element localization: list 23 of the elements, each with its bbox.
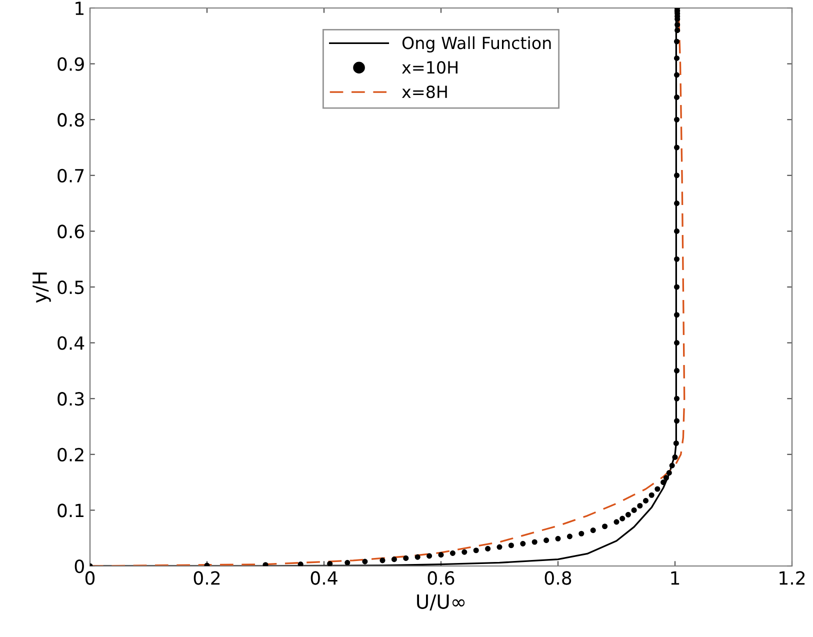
x-axis-title: U/U∞: [417, 594, 465, 610]
legend-label: x=10H: [402, 61, 458, 74]
x-tick-label: 0.4: [310, 571, 338, 585]
y-tick-label: 0.2: [58, 448, 84, 462]
y-tick-label: 0: [74, 559, 84, 574]
y-tick-label: 0.3: [58, 392, 84, 406]
x-tick-label: 1.2: [780, 571, 805, 585]
y-tick-label: 0.1: [58, 504, 84, 518]
y-axis-title: y/H: [32, 272, 51, 303]
y-tick-label: 0.4: [58, 336, 84, 350]
y-tick-label: 0.5: [58, 280, 84, 294]
y-tick-label: 1: [76, 2, 84, 15]
x-tick-label: 0.8: [544, 571, 572, 585]
x-tick-label: 0.2: [194, 571, 220, 585]
y-tick-label: 0.8: [58, 113, 84, 127]
y-tick-label: 0.7: [58, 168, 84, 183]
x-tick-label: 0.6: [428, 571, 454, 585]
y-tick-label: 0.6: [58, 224, 84, 238]
legend-label: x=8H: [402, 86, 447, 98]
x-tick-label: 0: [85, 571, 95, 585]
x-tick-label: 1: [671, 571, 680, 585]
legend-label: Ong Wall Function: [402, 36, 551, 52]
y-tick-label: 0.9: [58, 57, 84, 71]
